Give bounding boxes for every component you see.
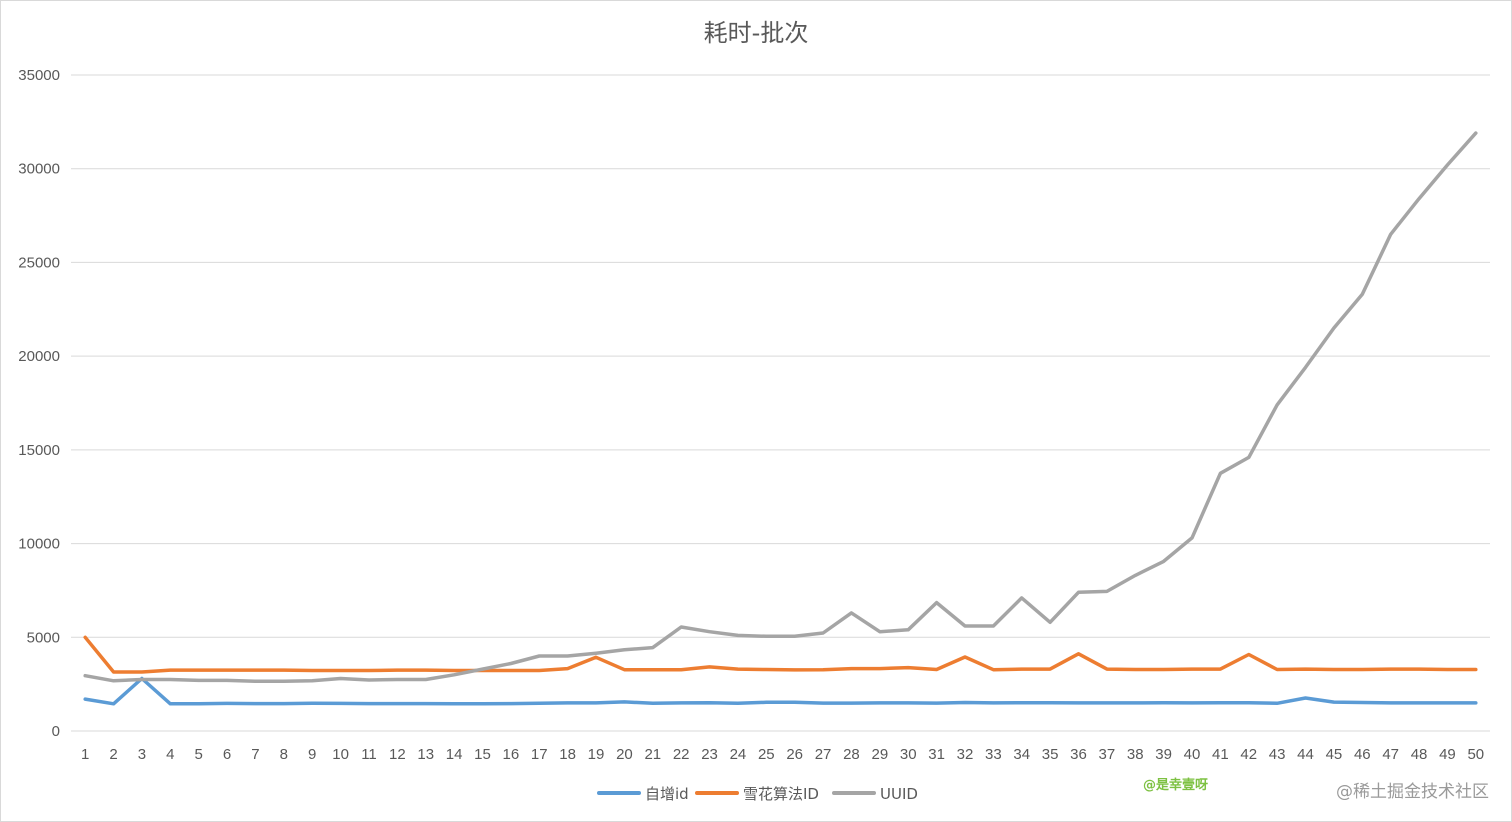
x-tick-label: 2 <box>109 746 117 763</box>
y-tick-label: 25000 <box>18 254 60 271</box>
author-watermark: @是幸壹呀 <box>1143 777 1208 793</box>
x-tick-label: 41 <box>1212 746 1229 763</box>
x-tick-label: 7 <box>251 746 259 763</box>
x-tick-label: 24 <box>730 746 747 763</box>
x-tick-label: 31 <box>928 746 945 763</box>
y-tick-label: 20000 <box>18 348 60 365</box>
x-tick-label: 38 <box>1127 746 1144 763</box>
x-tick-label: 3 <box>138 746 146 763</box>
x-tick-label: 8 <box>280 746 288 763</box>
x-axis-ticks: 1 2 3 4 5 6 7 8 9 10 11 12 13 14 15 16 17 18 19 20 21 22 23 24 2… <box>81 746 1484 763</box>
x-tick-label: 50 <box>1467 746 1484 763</box>
x-tick-label: 4 <box>166 746 174 763</box>
x-tick-label: 23 <box>701 746 718 763</box>
x-tick-label: 27 <box>815 746 832 763</box>
x-tick-label: 46 <box>1354 746 1371 763</box>
legend-label-1: 雪花算法ID <box>743 785 819 803</box>
y-tick-label: 15000 <box>18 442 60 459</box>
y-tick-label: 5000 <box>27 629 60 646</box>
x-tick-label: 12 <box>389 746 406 763</box>
y-tick-label: 35000 <box>18 67 60 84</box>
x-tick-label: 17 <box>531 746 548 763</box>
series-line-1 <box>83 635 1478 674</box>
legend: 自增id 雪花算法ID UUID <box>597 785 918 803</box>
series-line-2 <box>83 131 1478 684</box>
x-tick-label: 35 <box>1042 746 1059 763</box>
x-tick-label: 18 <box>559 746 576 763</box>
x-tick-label: 25 <box>758 746 775 763</box>
x-tick-label: 9 <box>308 746 316 763</box>
x-tick-label: 42 <box>1240 746 1257 763</box>
x-tick-label: 19 <box>588 746 605 763</box>
x-tick-label: 45 <box>1326 746 1343 763</box>
x-tick-label: 11 <box>361 746 377 763</box>
x-tick-label: 43 <box>1269 746 1286 763</box>
x-tick-label: 36 <box>1070 746 1087 763</box>
x-tick-label: 39 <box>1155 746 1172 763</box>
x-tick-label: 32 <box>957 746 974 763</box>
site-watermark: @稀土掘金技术社区 <box>1336 782 1489 802</box>
x-tick-label: 28 <box>843 746 860 763</box>
y-axis-ticks: 0 5000 10000 15000 20000 25000 30000 35000 <box>18 67 60 740</box>
y-tick-label: 30000 <box>18 161 60 178</box>
x-tick-label: 5 <box>195 746 203 763</box>
legend-label-2: UUID <box>880 785 918 803</box>
chart-title: 耗时-批次 <box>704 19 809 47</box>
y-tick-label: 0 <box>52 723 60 740</box>
x-tick-label: 26 <box>786 746 803 763</box>
x-tick-label: 47 <box>1382 746 1399 763</box>
x-tick-label: 20 <box>616 746 633 763</box>
x-tick-label: 16 <box>503 746 520 763</box>
x-tick-label: 49 <box>1439 746 1456 763</box>
x-tick-label: 29 <box>871 746 888 763</box>
x-tick-label: 48 <box>1411 746 1428 763</box>
x-tick-label: 30 <box>900 746 917 763</box>
x-tick-label: 37 <box>1099 746 1116 763</box>
x-tick-label: 21 <box>644 746 661 763</box>
x-tick-label: 1 <box>81 746 89 763</box>
x-tick-label: 14 <box>446 746 463 763</box>
x-tick-label: 22 <box>673 746 690 763</box>
x-tick-label: 10 <box>332 746 349 763</box>
x-tick-label: 44 <box>1297 746 1314 763</box>
y-tick-label: 10000 <box>18 536 60 553</box>
series-lines <box>83 131 1478 706</box>
x-tick-label: 34 <box>1013 746 1030 763</box>
x-tick-label: 13 <box>417 746 434 763</box>
x-tick-label: 33 <box>985 746 1002 763</box>
x-tick-label: 40 <box>1184 746 1201 763</box>
x-tick-label: 6 <box>223 746 231 763</box>
legend-label-0: 自增id <box>645 785 689 803</box>
x-tick-label: 15 <box>474 746 491 763</box>
grid-lines <box>71 74 1490 732</box>
series-line-0 <box>83 676 1478 706</box>
